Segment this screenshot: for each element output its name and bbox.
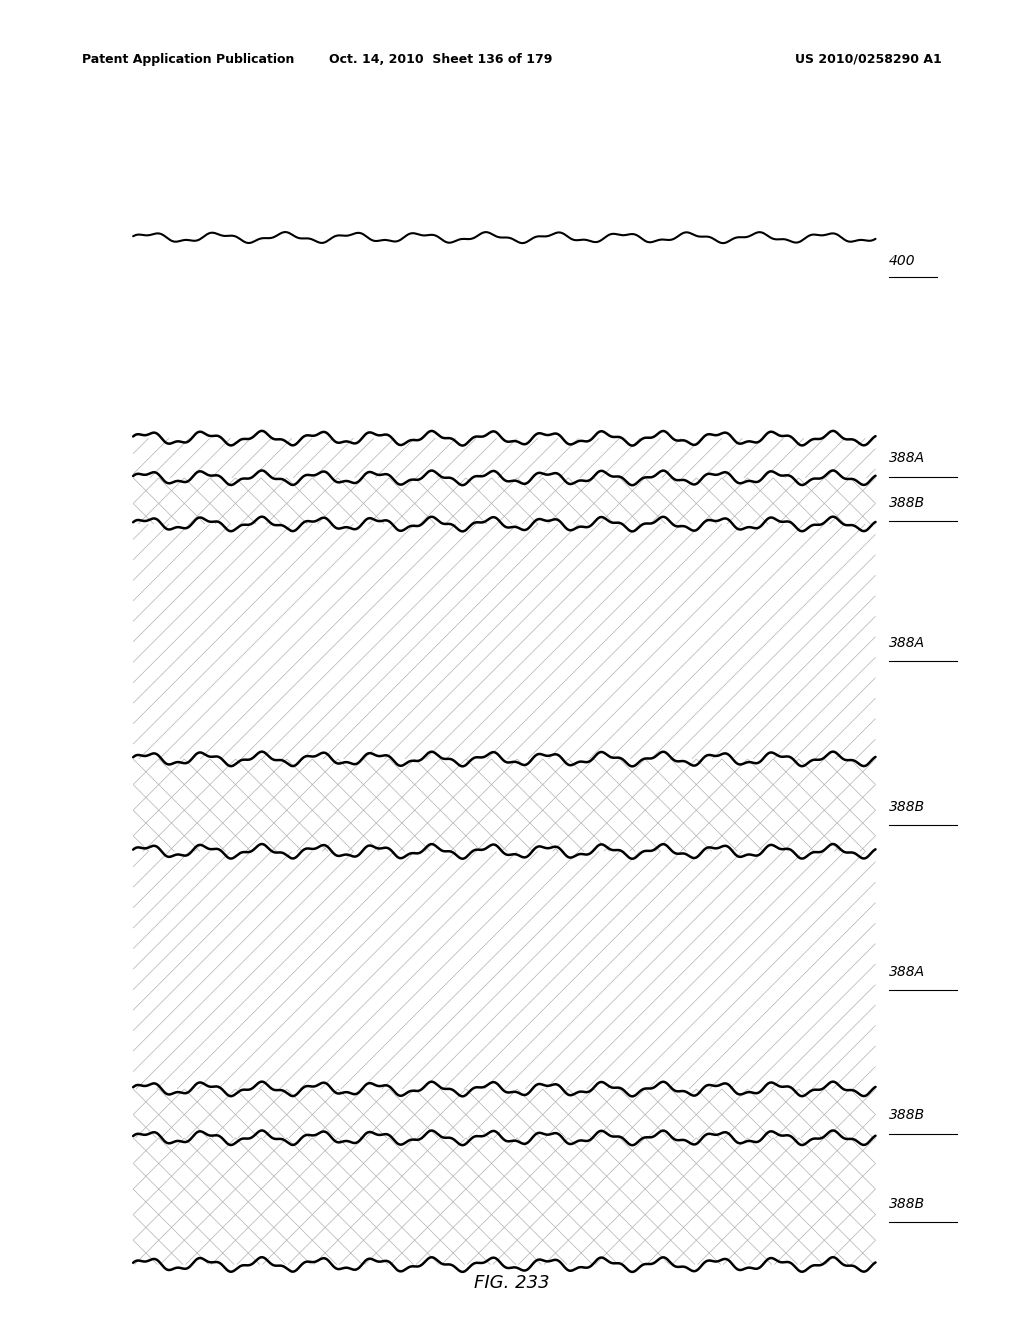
Text: 388B: 388B: [889, 800, 925, 813]
Text: 388A: 388A: [889, 636, 925, 649]
Text: 388A: 388A: [889, 965, 925, 978]
Text: Oct. 14, 2010  Sheet 136 of 179: Oct. 14, 2010 Sheet 136 of 179: [329, 53, 552, 66]
Text: 388B: 388B: [889, 496, 925, 510]
Text: 388B: 388B: [889, 1109, 925, 1122]
Text: 388A: 388A: [889, 451, 925, 465]
Text: FIG. 233: FIG. 233: [474, 1274, 550, 1292]
Text: 388B: 388B: [889, 1197, 925, 1210]
Text: Patent Application Publication: Patent Application Publication: [82, 53, 294, 66]
Text: US 2010/0258290 A1: US 2010/0258290 A1: [796, 53, 942, 66]
Text: 400: 400: [889, 255, 915, 268]
